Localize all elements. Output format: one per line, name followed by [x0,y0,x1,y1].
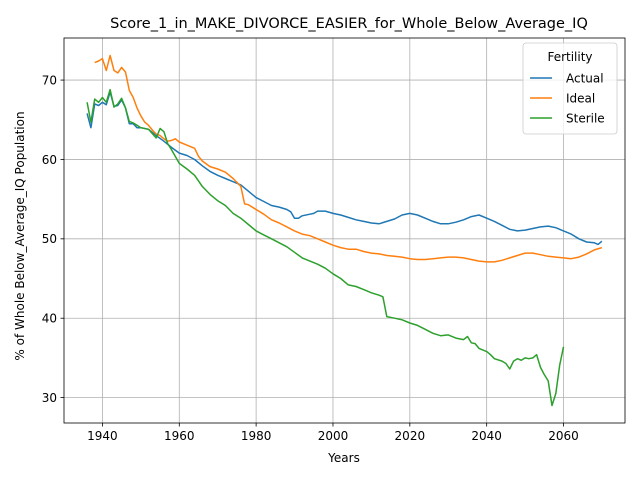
legend-label-sterile: Sterile [566,112,605,126]
x-tick-label: 2060 [548,429,579,443]
legend-box [522,42,618,135]
x-tick-label: 2000 [318,429,349,443]
legend-title: Fertility [547,50,592,64]
x-axis-label: Years [327,451,360,465]
legend: Fertility Actual Ideal Sterile [522,42,618,135]
series-line-sterile [86,88,565,407]
legend-label-ideal: Ideal [566,92,595,106]
series-layer [86,54,603,407]
x-tick-label: 2020 [395,429,426,443]
y-axis: 30 40 50 60 70 [42,73,64,405]
y-tick-label: 50 [42,232,57,246]
legend-items: Actual Ideal Sterile [530,72,605,126]
y-tick-label: 30 [42,391,57,405]
y-tick-label: 60 [42,153,57,167]
y-axis-label: % of Whole Below_Average_IQ Population [13,111,27,360]
x-tick-label: 1960 [164,429,195,443]
series-line-actual [86,91,603,246]
x-axis: 1940 1960 1980 2000 2020 2040 2060 [87,423,579,443]
x-tick-label: 1980 [241,429,272,443]
x-tick-label: 2040 [471,429,502,443]
y-tick-label: 40 [42,312,57,326]
x-tick-label: 1940 [87,429,118,443]
y-tick-label: 70 [42,73,57,87]
plot-frame [63,37,626,424]
series-line-ideal [94,54,603,263]
legend-label-actual: Actual [566,72,604,86]
chart-title: Score_1_in_MAKE_DIVORCE_EASIER_for_Whole… [110,16,588,32]
